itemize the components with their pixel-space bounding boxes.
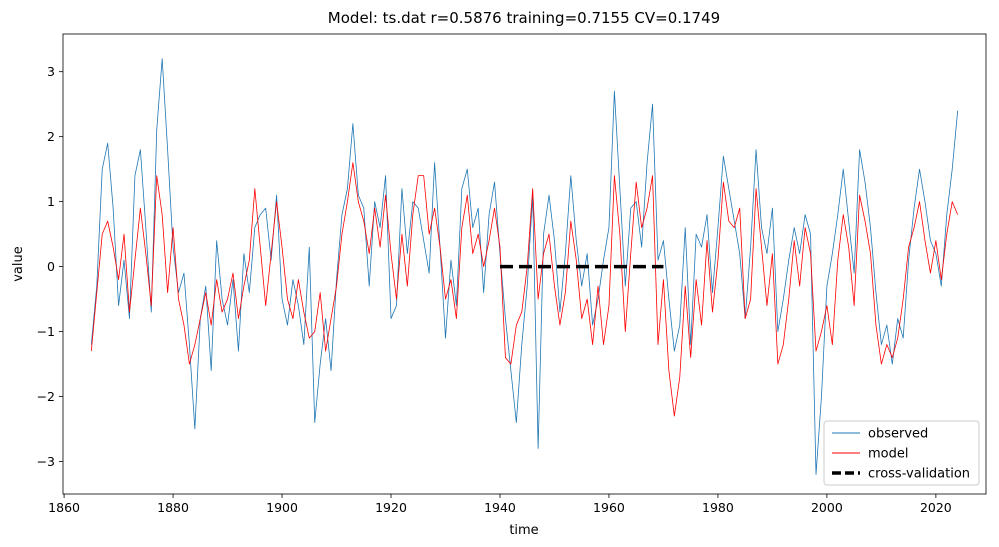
x-tick-label: 1900 <box>266 500 298 515</box>
y-tick-label: −1 <box>37 324 55 339</box>
plot-frame <box>62 33 987 495</box>
y-axis-title: value <box>11 246 26 282</box>
series-observed-line <box>90 58 959 475</box>
legend-box <box>823 420 980 486</box>
y-tick-label: 3 <box>47 64 55 79</box>
y-tick-label: 0 <box>47 259 55 274</box>
chart-title: Model: ts.dat r=0.5876 training=0.7155 C… <box>328 9 720 27</box>
x-tick-label: 1960 <box>593 500 625 515</box>
y-tick-label: −3 <box>37 454 55 469</box>
series-layer <box>90 58 959 475</box>
x-axis-title: time <box>509 523 538 538</box>
axes-layer: 1860 1880 1900 1920 1940 1960 1980 2000 2020 −3 −2… <box>37 33 987 515</box>
legend-label: model <box>868 447 908 462</box>
y-tick-label: 2 <box>47 129 55 144</box>
x-tick-label: 1920 <box>375 500 407 515</box>
y-tick-label: 1 <box>47 194 55 209</box>
series-model-line <box>90 162 959 417</box>
x-tick-label: 1860 <box>48 500 80 515</box>
x-tick-label: 2000 <box>811 500 843 515</box>
x-tick-label: 1940 <box>484 500 516 515</box>
y-tick-label: −2 <box>37 389 55 404</box>
x-tick-label: 1880 <box>157 500 189 515</box>
x-tick-label: 2020 <box>920 500 952 515</box>
legend: observed model cross-validation <box>823 420 980 486</box>
x-tick-label: 1980 <box>702 500 734 515</box>
legend-label: observed <box>868 427 928 442</box>
legend-label: cross-validation <box>868 467 970 482</box>
